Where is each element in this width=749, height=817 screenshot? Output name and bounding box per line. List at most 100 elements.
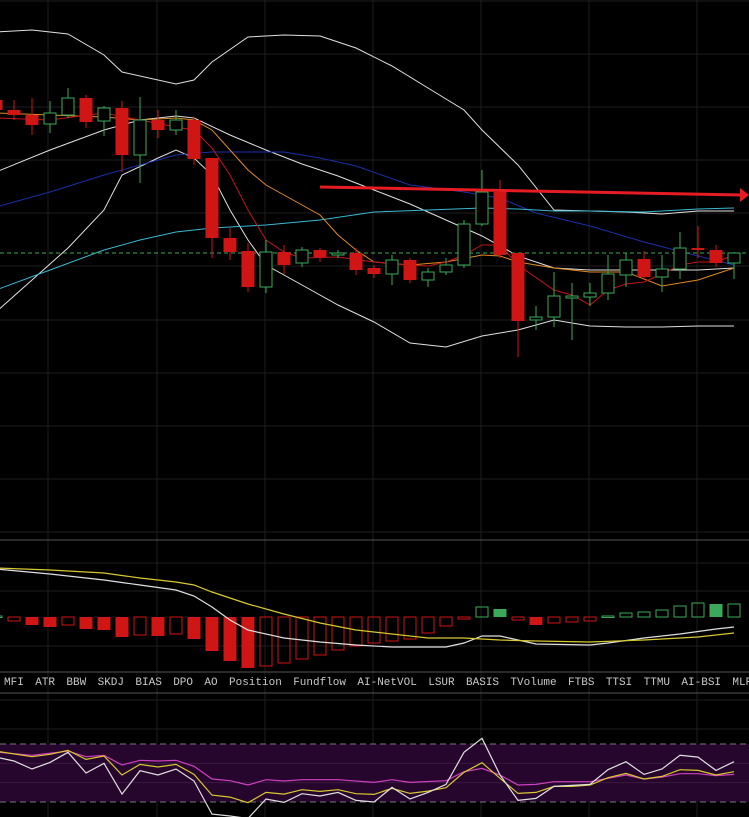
- candle-body-down: [241, 251, 255, 287]
- macd-histogram-bar: [583, 616, 597, 622]
- candle-body-up: [169, 119, 183, 131]
- macd-histogram-bar: [61, 616, 75, 626]
- overlay-ma-cyan-line: [0, 207, 735, 290]
- macd-histogram-bar: [511, 616, 525, 621]
- candle-body-up: [601, 273, 615, 294]
- macd-histogram-bar: [97, 617, 111, 630]
- candle-body-down: [691, 248, 705, 250]
- candle-body-down: [403, 260, 417, 280]
- macd-histogram-bar: [457, 616, 471, 620]
- macd-histogram-bar: [205, 617, 219, 651]
- overlay-ma-blue-line: [0, 151, 735, 266]
- candle-body-down: [277, 252, 291, 265]
- indicator-tab-mlr[interactable]: MLR: [732, 676, 749, 689]
- indicator-tab-tvolume[interactable]: TVolume: [510, 676, 557, 689]
- indicator-tab-ttmu[interactable]: TTMU: [643, 676, 671, 689]
- macd-histogram-bar: [313, 616, 327, 656]
- candle-body-down: [223, 238, 237, 252]
- candle-body-down: [493, 192, 507, 255]
- candle-body-up: [727, 252, 741, 264]
- candle-body-down: [349, 253, 363, 270]
- trend-arrow-head: [740, 188, 749, 202]
- indicator-tab-skdj[interactable]: SKDJ: [97, 676, 125, 689]
- macd-histogram-bar: [223, 617, 237, 661]
- indicator-tab-ai-bsi[interactable]: AI-BSI: [681, 676, 722, 689]
- candle-body-down: [205, 158, 219, 238]
- macd-histogram-bar: [421, 616, 435, 634]
- indicator-tab-ttsi[interactable]: TTSI: [605, 676, 633, 689]
- indicator-tab-mfi[interactable]: MFI: [4, 676, 24, 689]
- candle-body-down: [115, 108, 129, 155]
- indicator-tab-lsur[interactable]: LSUR: [428, 676, 455, 689]
- overlay-boll-mid-line: [0, 115, 735, 271]
- candle-body-down: [25, 115, 39, 125]
- candle-body-up: [529, 316, 543, 321]
- macd-histogram-bar: [727, 603, 741, 618]
- candle-body-down: [709, 250, 723, 263]
- macd-histogram-bar: [709, 604, 723, 617]
- macd-dif-line: [0, 568, 735, 648]
- candle-body-down: [637, 259, 651, 277]
- candle-body-up: [619, 259, 633, 276]
- macd-histogram-bar: [187, 617, 201, 639]
- candle-body-down: [313, 250, 327, 257]
- macd-histogram-bar: [331, 616, 345, 651]
- macd-histogram-bar: [367, 616, 381, 644]
- macd-histogram-bar: [529, 617, 543, 625]
- candle-body-up: [295, 249, 309, 264]
- oscillator-band: [0, 744, 749, 803]
- macd-histogram-bar: [385, 616, 399, 642]
- macd-histogram-bar: [691, 602, 705, 618]
- overlay-ma-orange-line: [0, 112, 735, 287]
- macd-histogram-bar: [637, 611, 651, 618]
- overlay-boll-lower-line: [0, 149, 734, 348]
- candle-body-down: [79, 98, 93, 122]
- candle-body-up: [133, 119, 147, 156]
- macd-histogram-bar: [115, 617, 129, 637]
- macd-histogram-bar: [295, 616, 309, 660]
- candle-body-up: [439, 264, 453, 273]
- indicator-tab-atr[interactable]: ATR: [35, 676, 56, 689]
- macd-histogram-bar: [43, 617, 57, 627]
- candle-body-up: [43, 112, 57, 125]
- indicator-tab-basis[interactable]: BASIS: [466, 676, 500, 689]
- indicator-tab-position[interactable]: Position: [229, 676, 282, 689]
- candle-body-down: [367, 268, 381, 274]
- candle-body-down: [0, 100, 3, 110]
- macd-histogram-bar: [241, 617, 255, 668]
- macd-histogram-bar: [151, 617, 165, 636]
- candle-body-up: [547, 295, 561, 318]
- macd-histogram-bar: [475, 606, 489, 618]
- macd-histogram-bar: [79, 617, 93, 629]
- macd-histogram-bar: [565, 616, 579, 623]
- macd-histogram-bar: [439, 616, 453, 627]
- candle-body-up: [655, 268, 669, 278]
- candle-body-up: [565, 295, 579, 299]
- macd-histogram-bar: [349, 616, 363, 647]
- macd-histogram-bar: [547, 616, 561, 624]
- candle-body-up: [673, 247, 687, 270]
- indicator-tab-ai-netvol[interactable]: AI-NetVOL: [357, 676, 417, 689]
- indicator-tab-ao[interactable]: AO: [204, 676, 218, 689]
- indicator-tab-dpo[interactable]: DPO: [173, 676, 194, 689]
- candle-body-up: [475, 191, 489, 225]
- candle-body-up: [583, 292, 597, 298]
- candle-body-down: [511, 253, 525, 321]
- indicator-tab-fundflow[interactable]: Fundflow: [293, 676, 347, 689]
- indicator-tab-bar: MFI ATR BBW SKDJ BIAS DPO AO Position Fundflow AI…: [4, 672, 749, 693]
- candle-body-down: [187, 120, 201, 159]
- indicator-tab-bbw[interactable]: BBW: [66, 676, 87, 689]
- candle-body-up: [259, 251, 273, 288]
- macd-histogram-bar: [619, 612, 633, 618]
- oscillator-magenta-line: [0, 750, 735, 786]
- indicator-tab-ftbs[interactable]: FTBS: [568, 676, 595, 689]
- macd-histogram-bar: [7, 616, 21, 622]
- macd-histogram-bar: [673, 605, 687, 618]
- macd-histogram-bar: [277, 616, 291, 664]
- indicator-tab-bias[interactable]: BIAS: [135, 676, 162, 689]
- macd-histogram-bar: [655, 609, 669, 618]
- candle-body-up: [61, 97, 75, 116]
- macd-histogram-bar: [0, 615, 3, 618]
